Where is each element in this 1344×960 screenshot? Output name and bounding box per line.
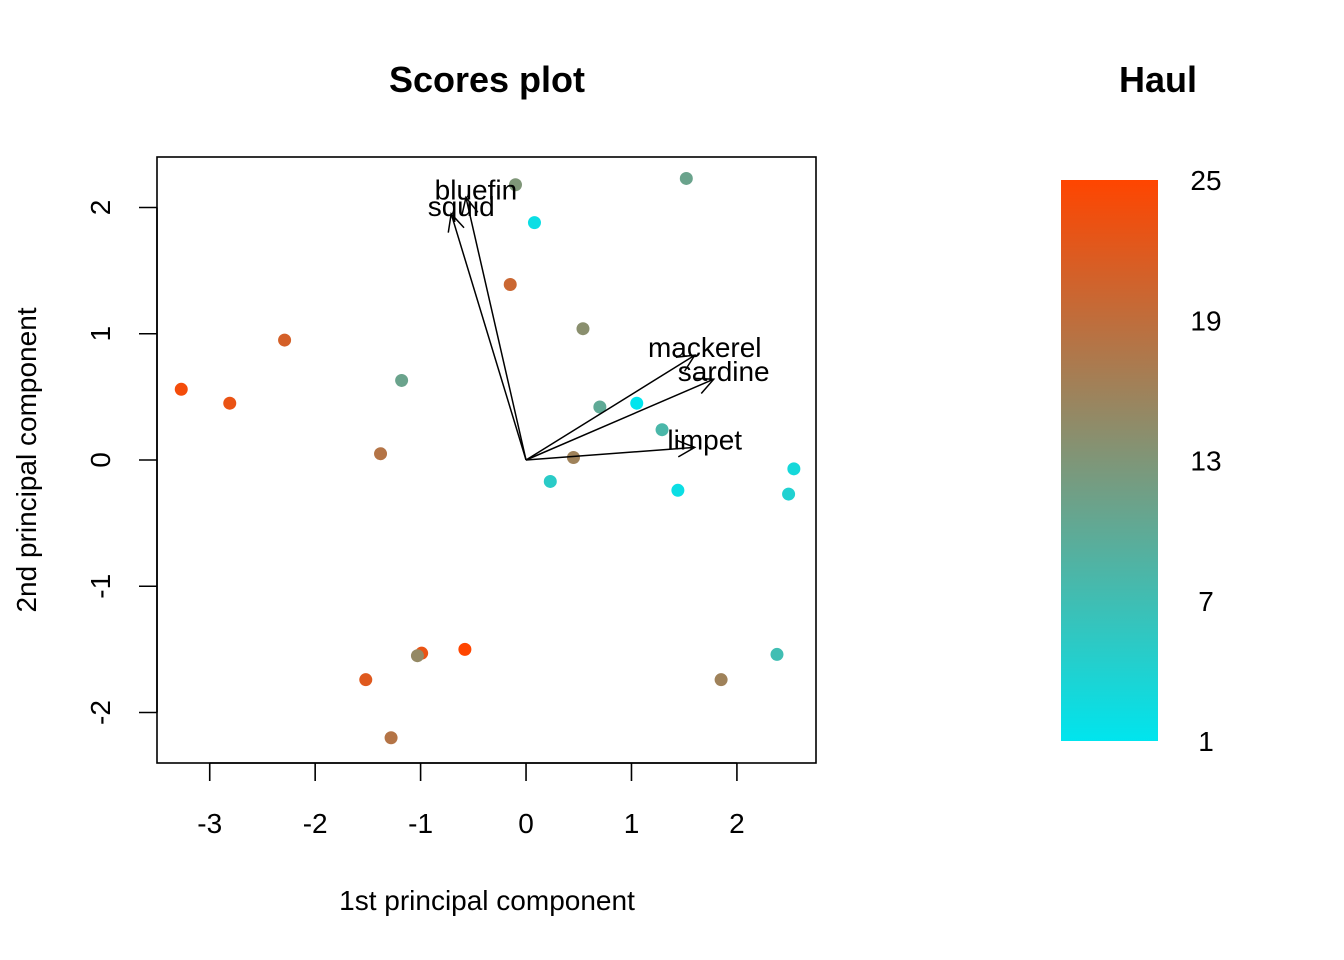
score-point [782, 487, 796, 501]
score-point [384, 731, 398, 745]
loading-label-limpet: limpet [667, 424, 742, 455]
y-tick-label: -2 [85, 700, 116, 725]
score-point [508, 178, 522, 192]
score-point [527, 216, 541, 230]
x-tick-label: -2 [303, 808, 328, 839]
loading-arrow-limpet [525, 446, 695, 461]
loading-label-squid: squid [428, 191, 495, 222]
x-axis-title: 1st principal component [339, 885, 635, 916]
score-point [671, 483, 685, 497]
loading-arrow-squid [450, 213, 527, 461]
score-point [770, 647, 784, 661]
x-tick-label: 0 [518, 808, 534, 839]
score-point [714, 673, 728, 687]
score-point [359, 673, 373, 687]
y-tick-label: 1 [85, 326, 116, 342]
plot-frame [156, 156, 817, 764]
score-point [593, 400, 607, 414]
arrowhead-squid [447, 212, 465, 233]
arrowhead-bluefin [460, 195, 479, 217]
score-point [458, 642, 472, 656]
arrowhead-mackerel [675, 354, 697, 372]
score-point [223, 396, 237, 410]
colorbar-tick-label: 25 [1190, 165, 1221, 196]
y-axis: -2 -1 0 1 2 [85, 200, 158, 725]
x-tick-label: 2 [729, 808, 745, 839]
colorbar-ticks: 25 19 13 7 1 [1190, 165, 1221, 757]
loading-label-sardine: sardine [678, 356, 770, 387]
score-point [503, 278, 517, 292]
score-point [543, 474, 557, 488]
loading-label-bluefin: bluefin [435, 174, 518, 205]
score-points [174, 171, 801, 745]
score-point [374, 447, 388, 461]
colorbar-gradient [1061, 180, 1158, 741]
score-point [655, 423, 669, 437]
y-axis-title: 2nd principal component [11, 307, 42, 612]
arrowhead-sardine [694, 377, 716, 395]
score-point [395, 373, 409, 387]
x-tick-label: -3 [197, 808, 222, 839]
x-tick-label: -1 [408, 808, 433, 839]
colorbar-tick-label: 19 [1190, 305, 1221, 336]
y-tick-label: 0 [85, 452, 116, 468]
chart-title: Scores plot [389, 59, 585, 100]
colorbar-tick-label: 1 [1198, 726, 1214, 757]
score-point [174, 382, 188, 396]
colorbar-title: Haul [1119, 59, 1197, 100]
score-point [576, 322, 590, 336]
loading-label-mackerel: mackerel [648, 332, 762, 363]
loading-arrow-sardine [525, 378, 715, 461]
score-point [566, 450, 580, 464]
x-tick-label: 1 [624, 808, 640, 839]
score-point [410, 649, 424, 663]
colorbar-tick-label: 7 [1198, 586, 1214, 617]
score-point [679, 171, 693, 185]
score-point [787, 462, 801, 476]
x-axis: -3 -2 -1 0 1 2 [197, 762, 745, 839]
loading-arrow-mackerel [525, 354, 696, 461]
y-tick-label: 2 [85, 200, 116, 216]
arrowhead-limpet [676, 439, 697, 458]
score-point [630, 396, 644, 410]
y-tick-label: -1 [85, 574, 116, 599]
score-point [278, 333, 292, 347]
colorbar-tick-label: 13 [1190, 446, 1221, 477]
loading-arrow-bluefin [465, 197, 527, 461]
